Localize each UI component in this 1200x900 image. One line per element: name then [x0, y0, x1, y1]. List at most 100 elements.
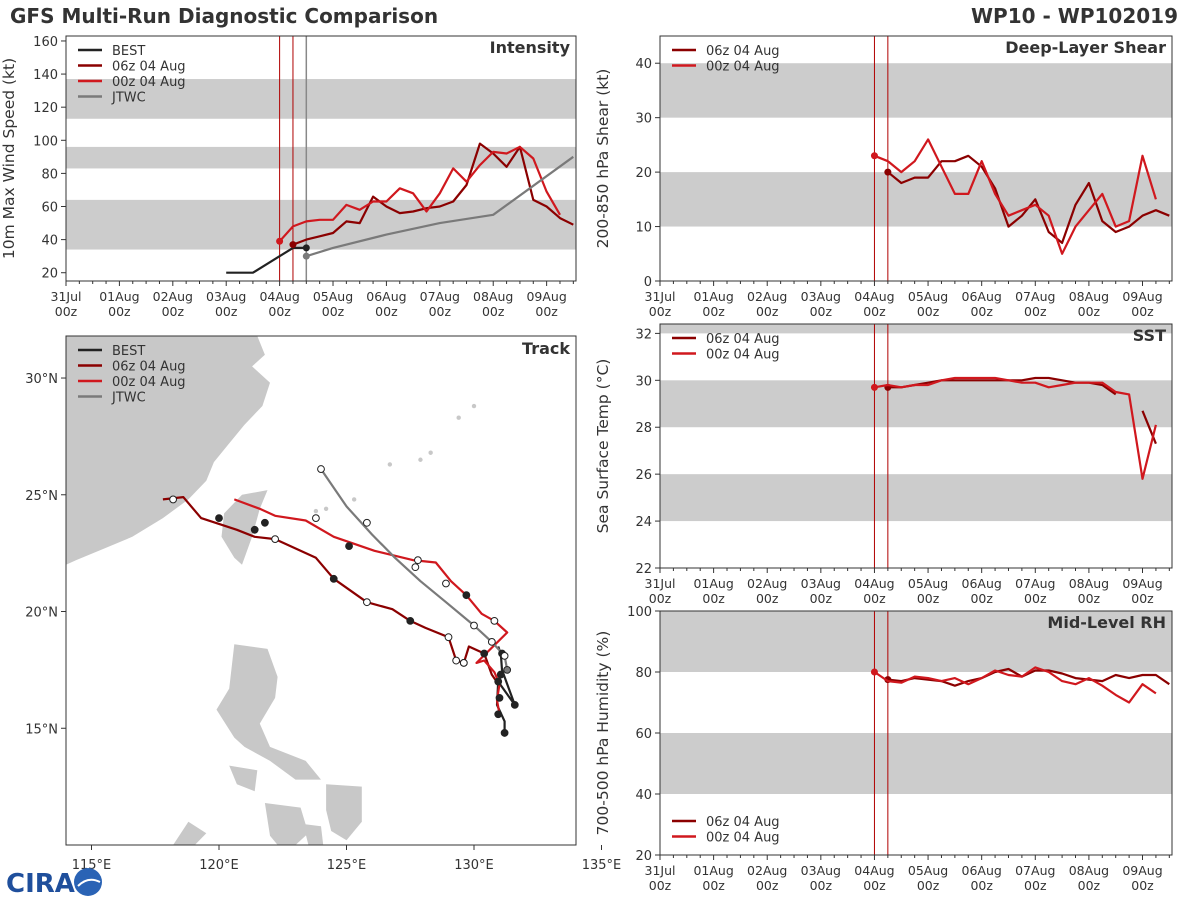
china-coast-land: [66, 336, 270, 565]
ryukyu-island-7: [313, 508, 319, 514]
rh-xtick-label-date: 02Aug: [747, 863, 787, 878]
rh-series-run2-marker: [870, 668, 878, 676]
track-point-run2-1: [494, 710, 503, 719]
shear-series-run2-marker: [870, 152, 878, 160]
track-ytick-label: 15°N: [25, 722, 58, 737]
rh-xtick-label-date: 08Aug: [1069, 863, 1109, 878]
shear-xtick-label-hour: 00z: [1131, 304, 1154, 319]
rh-ytick-label: 100: [627, 605, 652, 620]
intensity-series-run1-1: [292, 142, 574, 246]
intensity-xtick-label-date: 06Aug: [366, 289, 406, 304]
sst-xtick-label-hour: 00z: [810, 591, 833, 606]
sst-xtick-label-hour: 00z: [970, 591, 993, 606]
rh-xtick-label-date: 06Aug: [962, 863, 1002, 878]
ryukyu-island-2: [387, 462, 393, 467]
rh-ytick-label: 60: [635, 727, 652, 742]
rh-legend-label: 00z 04 Aug: [706, 831, 780, 846]
sst-legend-label: 06z 04 Aug: [706, 332, 780, 347]
rh-ytick-label: 20: [635, 849, 652, 864]
sst-xtick-label-hour: 00z: [702, 591, 725, 606]
shear-ytick-label: 0: [644, 275, 652, 290]
intensity-ylabel: 10m Max Wind Speed (kt): [0, 58, 18, 259]
sst-ytick-label: 24: [635, 515, 652, 530]
intensity-xtick-label-hour: 00z: [375, 304, 398, 319]
track-ytick-label: 30°N: [25, 372, 58, 387]
panay-negros-land: [264, 803, 309, 845]
shear-title: Deep-Layer Shear: [1005, 38, 1166, 57]
intensity-ytick-label: 100: [33, 134, 58, 149]
rh-ytick-label: 40: [635, 788, 652, 803]
sst-ylabel: Sea Surface Temp (°C): [594, 359, 612, 534]
ryukyu-island-0: [418, 457, 423, 462]
intensity-series-jtwc-marker: [302, 252, 310, 260]
sst-series-group: [870, 376, 1157, 480]
shear-xtick-label-hour: 00z: [970, 304, 993, 319]
sst-xtick-label-hour: 00z: [1078, 591, 1101, 606]
ryukyu-island-5: [323, 506, 329, 511]
shear-xtick-label-date: 06Aug: [962, 289, 1002, 304]
track-point-run1-0: [496, 670, 505, 679]
sst-xtick-label-date: 01Aug: [693, 576, 733, 591]
track-point-run2-5: [411, 563, 420, 572]
track-point-run2-0: [495, 694, 504, 702]
cebu-bohol-land: [303, 824, 324, 845]
sst-legend-label: 00z 04 Aug: [706, 348, 780, 363]
rh-title: Mid-Level RH: [1047, 613, 1166, 632]
intensity-shade-band-1: [66, 146, 576, 169]
intensity-xtick-label-hour: 00z: [535, 304, 558, 319]
sst-xtick-label-date: 31Jul: [645, 576, 676, 591]
rh-shade-band-1: [660, 611, 1172, 672]
intensity-series-run2-marker: [276, 237, 284, 245]
track-map-group: [66, 336, 519, 845]
rh-xtick-label-date: 04Aug: [854, 863, 894, 878]
track-point-jtwc-2: [487, 637, 496, 646]
rh-xtick-label-hour: 00z: [1131, 878, 1154, 893]
sst-xtick-label-date: 07Aug: [1015, 576, 1055, 591]
sst-shade-band-2: [660, 324, 1172, 334]
intensity-ytick-label: 140: [33, 68, 58, 83]
track-point-run2-4: [462, 591, 471, 600]
rh-series-group: [870, 666, 1170, 704]
intensity-xtick-label-date: 31Jul: [51, 289, 82, 304]
intensity-shade-band-0: [66, 199, 576, 250]
track-point-jtwc-6: [363, 518, 371, 527]
palawan-land: [173, 821, 207, 845]
intensity-frame: [65, 35, 577, 282]
rh-series-run2-1: [873, 666, 1157, 704]
shear-shade-band-1: [660, 63, 1172, 118]
sst-xtick-label-date: 08Aug: [1069, 576, 1109, 591]
page-title: GFS Multi-Run Diagnostic Comparison: [10, 4, 439, 28]
shear-xtick-label-date: 02Aug: [747, 289, 787, 304]
rh-ylabel: 700-500 hPa Humidity (%): [594, 631, 612, 836]
sst-xtick-label-date: 06Aug: [962, 576, 1002, 591]
shear-legend-label: 06z 04 Aug: [706, 44, 780, 59]
sst-xtick-label-hour: 00z: [1024, 591, 1047, 606]
track-point-best-3: [510, 701, 519, 709]
intensity-title: Intensity: [490, 38, 571, 57]
shear-ytick-label: 10: [635, 221, 652, 236]
intensity-ytick-label: 40: [41, 234, 58, 249]
sst-xtick-label-date: 09Aug: [1122, 576, 1162, 591]
rh-shade-band-0: [660, 733, 1172, 794]
shear-ylabel: 200-850 hPa Shear (kt): [594, 69, 612, 249]
intensity-legend-label: BEST: [112, 44, 145, 59]
intensity-legend-label: JTWC: [111, 91, 146, 106]
ryukyu-island-6: [351, 497, 357, 502]
taiwan-land: [221, 490, 268, 565]
track-point-run1-8: [271, 535, 280, 544]
track-ytick-label: 25°N: [25, 489, 58, 504]
sst-ytick-label: 32: [635, 327, 652, 342]
sst-ytick-label: 30: [635, 374, 652, 389]
shear-xtick-label-hour: 00z: [1024, 304, 1047, 319]
rh-xtick-label-hour: 00z: [970, 878, 993, 893]
shear-shade-band-0: [660, 172, 1172, 227]
sst-xtick-label-hour: 00z: [917, 591, 940, 606]
shear-series-run1-marker: [884, 168, 892, 176]
intensity-xtick-label-date: 09Aug: [526, 289, 566, 304]
shear-xtick-label-date: 03Aug: [801, 289, 841, 304]
track-point-jtwc-4: [442, 579, 450, 588]
intensity-series-run1-marker: [289, 241, 297, 249]
sst-xtick-label-hour: 00z: [756, 591, 779, 606]
track-series-jtwc: [320, 468, 509, 671]
